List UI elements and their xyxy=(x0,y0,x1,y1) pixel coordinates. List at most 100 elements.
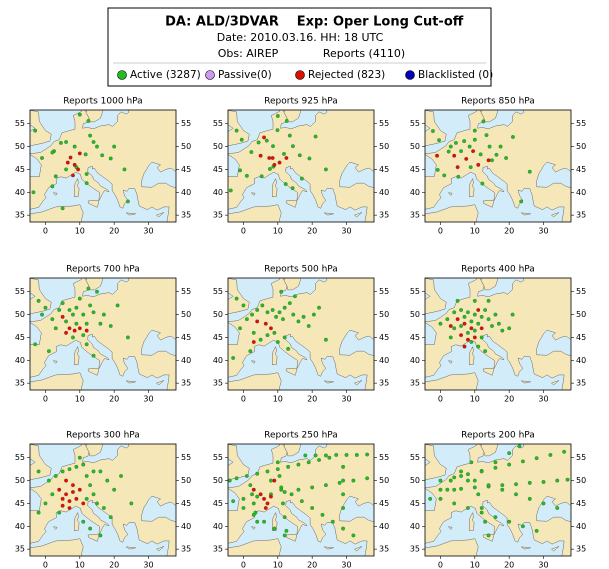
active-report xyxy=(84,496,89,501)
legend-swatch xyxy=(405,70,415,80)
active-report xyxy=(548,453,553,457)
y-tick-label: 55 xyxy=(15,287,25,296)
rejected-report xyxy=(476,162,481,167)
active-report xyxy=(448,144,453,149)
y-tick-label: 35 xyxy=(410,379,420,388)
y-tick-label: 45 xyxy=(15,333,25,342)
active-report xyxy=(81,519,86,524)
rejected-report xyxy=(258,492,263,497)
x-tick-label: 20 xyxy=(307,561,317,569)
active-report xyxy=(297,153,302,158)
active-report xyxy=(71,335,75,340)
active-report xyxy=(479,510,484,515)
x-tick-label: 10 xyxy=(273,561,283,569)
active-report xyxy=(527,169,532,174)
rejected-report xyxy=(84,328,89,333)
y-tick-label: 50 xyxy=(410,142,420,151)
rejected-report xyxy=(472,335,477,340)
active-report xyxy=(445,317,450,322)
active-report xyxy=(281,501,285,506)
active-report xyxy=(472,312,477,317)
rejected-report xyxy=(479,326,484,331)
y-tick-label: 35 xyxy=(379,379,389,388)
rejected-report xyxy=(64,492,68,497)
active-report xyxy=(459,486,463,491)
rejected-report xyxy=(262,135,266,140)
active-report xyxy=(88,526,93,531)
active-report xyxy=(115,303,120,308)
active-report xyxy=(46,349,51,354)
active-report xyxy=(126,335,130,340)
rejected-report xyxy=(67,326,72,331)
active-report xyxy=(84,172,89,176)
panel-title: Reports 850 hPa xyxy=(461,97,535,107)
active-report xyxy=(534,456,539,461)
active-report xyxy=(244,474,249,478)
active-report xyxy=(57,510,62,515)
rejected-report xyxy=(60,496,65,501)
active-report xyxy=(238,326,242,331)
active-report xyxy=(36,469,41,474)
rejected-report xyxy=(452,153,457,158)
active-report xyxy=(534,528,539,533)
active-report xyxy=(472,128,477,133)
active-report xyxy=(31,190,36,195)
rejected-report xyxy=(272,162,277,167)
active-report xyxy=(284,119,289,123)
x-tick-label: 20 xyxy=(109,395,119,404)
map-frame xyxy=(29,109,177,223)
rejected-report xyxy=(71,173,75,178)
header-experiment: Exp: Oper Long Cut-off xyxy=(297,15,464,30)
header-obs: Obs: AIREP xyxy=(218,47,279,60)
y-tick-label: 40 xyxy=(15,522,25,531)
active-report xyxy=(301,314,306,319)
active-report xyxy=(86,286,91,291)
active-report xyxy=(341,464,345,469)
y-tick-label: 55 xyxy=(213,287,223,296)
x-tick-label: 20 xyxy=(504,395,514,404)
map-frame xyxy=(227,277,375,391)
active-report xyxy=(282,533,287,538)
active-report xyxy=(480,181,485,186)
y-tick-label: 35 xyxy=(576,211,586,220)
y-tick-label: 50 xyxy=(181,476,191,485)
rejected-report xyxy=(263,506,268,510)
active-report xyxy=(435,167,440,172)
x-tick-label: 0 xyxy=(43,561,48,569)
active-report xyxy=(472,328,477,333)
map xyxy=(425,110,571,222)
rejected-report xyxy=(272,478,277,483)
active-report xyxy=(250,312,254,317)
active-report xyxy=(88,303,93,308)
active-report xyxy=(67,308,72,312)
active-report xyxy=(264,138,269,143)
active-report xyxy=(126,199,130,204)
x-tick-label: 30 xyxy=(143,561,153,569)
active-report xyxy=(468,165,473,170)
panel-title: Reports 925 hPa xyxy=(264,97,338,107)
y-tick-label: 55 xyxy=(410,453,420,462)
rejected-report xyxy=(471,149,475,154)
map xyxy=(425,444,571,556)
active-report xyxy=(293,294,297,299)
panel-title: Reports 200 hPa xyxy=(461,431,535,441)
y-tick-label: 50 xyxy=(576,310,586,319)
active-report xyxy=(272,526,277,531)
active-report xyxy=(234,128,239,133)
y-tick-label: 40 xyxy=(213,522,223,531)
y-tick-label: 35 xyxy=(181,379,191,388)
rejected-report xyxy=(64,330,68,335)
active-report xyxy=(490,324,494,328)
active-report xyxy=(479,469,484,474)
active-report xyxy=(91,492,96,497)
y-tick-label: 35 xyxy=(410,211,420,220)
active-report xyxy=(311,312,316,317)
active-report xyxy=(260,303,265,308)
y-tick-label: 40 xyxy=(213,188,223,197)
active-report xyxy=(341,506,345,510)
active-report xyxy=(282,490,287,494)
y-tick-label: 55 xyxy=(379,453,389,462)
active-report xyxy=(83,152,88,157)
active-report xyxy=(239,137,244,142)
rejected-report xyxy=(476,308,481,312)
